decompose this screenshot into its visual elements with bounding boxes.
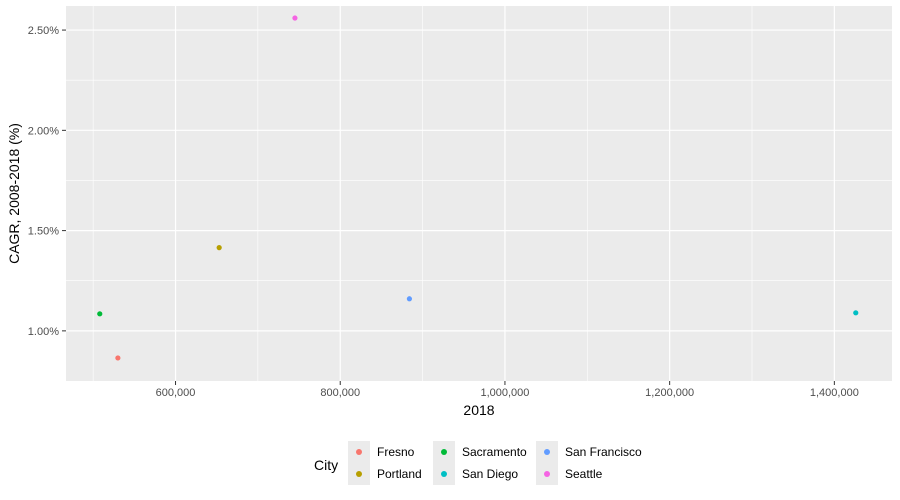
legend-marker <box>356 471 362 477</box>
y-tick-label: 1.50% <box>28 226 59 238</box>
legend-label: San Francisco <box>565 445 642 459</box>
legend-item: Sacramento <box>433 441 527 463</box>
legend-key <box>348 441 370 463</box>
data-point <box>292 15 298 21</box>
y-tick-label: 2.50% <box>28 25 59 37</box>
y-axis: 1.00% 1.50% 2.00% 2.50% <box>28 25 66 338</box>
x-tick-label: 1,400,000 <box>810 387 859 399</box>
legend-item: Fresno <box>348 441 414 463</box>
legend-marker <box>441 471 447 477</box>
x-tick-label: 1,200,000 <box>645 387 694 399</box>
legend-label: Seattle <box>565 467 603 481</box>
data-point <box>216 245 222 251</box>
data-point <box>97 311 103 317</box>
data-points <box>97 15 859 361</box>
data-point <box>406 296 413 302</box>
y-axis-title: CAGR, 2008-2018 (%) <box>6 123 22 264</box>
y-tick-label: 1.00% <box>28 326 59 338</box>
legend-key <box>433 441 455 463</box>
legend-title: City <box>314 457 339 473</box>
legend-key <box>536 441 558 463</box>
x-tick-label: 800,000 <box>320 387 360 399</box>
major-grid <box>66 6 892 381</box>
x-axis-title: 2018 <box>463 402 494 418</box>
legend: City Fresno Portland Sacramento San Diego Sa… <box>312 437 672 489</box>
legend-label: San Diego <box>462 467 519 481</box>
legend-item: San Diego <box>433 463 518 485</box>
legend-item: Seattle <box>536 463 602 485</box>
legend-marker <box>544 471 550 477</box>
minor-grid <box>66 6 892 381</box>
legend-key <box>348 463 370 485</box>
data-point <box>853 310 859 316</box>
legend-label: Portland <box>377 467 422 481</box>
legend-marker <box>356 449 362 455</box>
legend-key <box>536 463 558 485</box>
x-axis: 600,000 800,000 1,000,000 1,200,000 1,400,00… <box>156 381 859 399</box>
plot-panel <box>66 6 892 381</box>
legend-item: Portland <box>348 463 422 485</box>
x-tick-label: 1,000,000 <box>480 387 529 399</box>
x-tick-label: 600,000 <box>156 387 196 399</box>
legend-marker <box>544 449 550 455</box>
data-point <box>115 355 121 361</box>
legend-marker <box>441 449 447 455</box>
legend-label: Sacramento <box>462 445 527 459</box>
y-tick-label: 2.00% <box>28 125 59 137</box>
legend-item: San Francisco <box>536 441 642 463</box>
legend-label: Fresno <box>377 445 415 459</box>
legend-key <box>433 463 455 485</box>
